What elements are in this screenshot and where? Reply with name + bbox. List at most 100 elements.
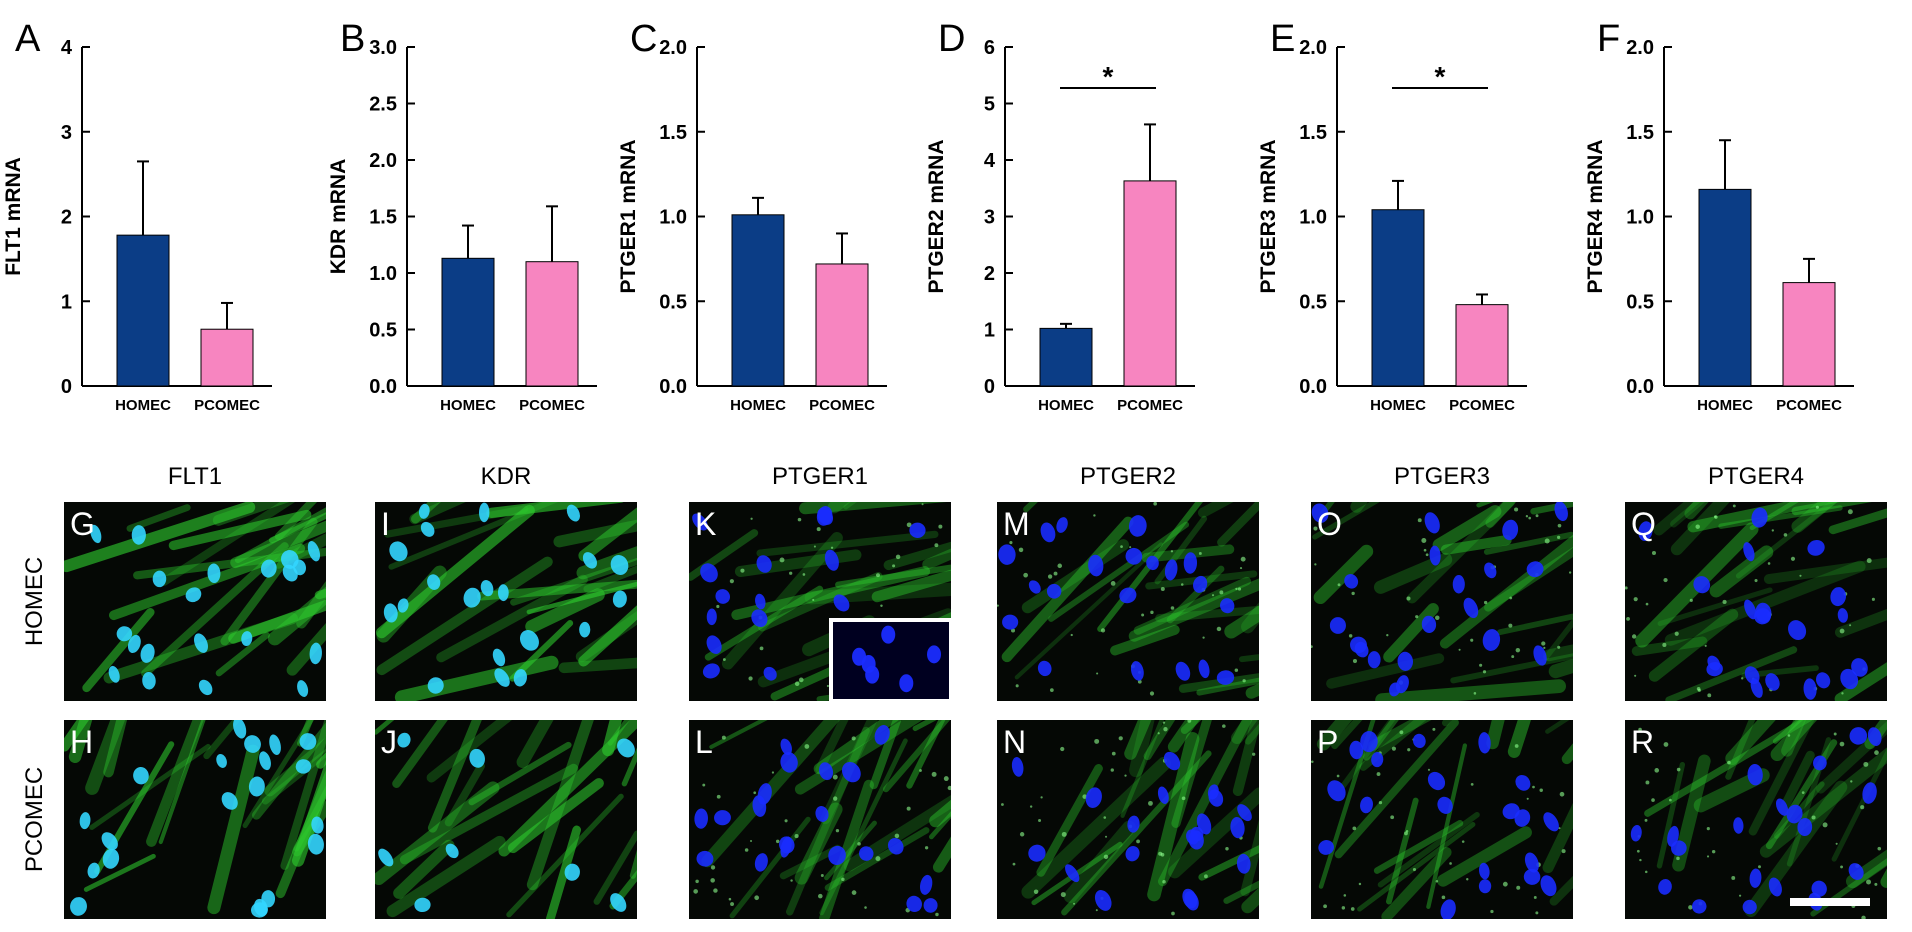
cell-nucleus: [1040, 522, 1056, 543]
stain-speckle: [1323, 904, 1327, 909]
cell-fiber: [1063, 820, 1136, 903]
cell-fiber: [1748, 720, 1815, 836]
y-axis-label: KDR mRNA: [327, 159, 350, 275]
cell-nucleus: [233, 720, 247, 739]
cell-nucleus: [1427, 771, 1446, 791]
cell-fiber: [376, 556, 553, 676]
cell-fiber: [1224, 605, 1259, 639]
stain-speckle: [906, 806, 911, 811]
cell-nucleus: [1788, 620, 1807, 641]
stain-speckle: [1427, 768, 1431, 771]
cell-fiber: [1129, 720, 1155, 778]
cell-fiber: [1377, 811, 1480, 888]
cell-nucleus: [1237, 804, 1252, 822]
column-label: PTGER2: [1080, 463, 1176, 490]
stain-speckle: [1096, 672, 1099, 675]
cell-nucleus: [1360, 730, 1378, 753]
stain-speckle: [1790, 556, 1796, 561]
cell-fiber: [230, 520, 326, 569]
cell-nucleus: [1186, 829, 1199, 845]
stain-speckle: [812, 598, 815, 602]
stain-speckle: [921, 503, 924, 506]
stain-speckle: [716, 794, 721, 799]
stain-speckle: [1787, 734, 1791, 737]
x-tick-label: PCOMEC: [194, 397, 260, 414]
panel-letter: R: [1631, 724, 1654, 760]
cell-fiber: [1791, 502, 1838, 533]
micrograph-m: [997, 502, 1259, 701]
chart-panel-d: D 0 1 2 3 4 5 6 PTGER2 mRNA HOMEC PCOMEC *: [925, 18, 1195, 414]
cell-fiber: [286, 623, 326, 676]
stain-speckle: [1516, 885, 1521, 890]
stain-speckle: [1407, 748, 1411, 752]
cell-fiber: [1406, 502, 1515, 604]
cell-nucleus: [833, 594, 850, 612]
cell-nucleus: [251, 902, 268, 918]
cell-fiber: [1014, 542, 1164, 680]
stain-speckle: [1490, 909, 1494, 914]
cell-nucleus: [1706, 661, 1723, 677]
cell-fiber: [843, 794, 951, 872]
panel-letter: L: [695, 724, 713, 760]
cell-nucleus: [101, 832, 118, 851]
y-tick-label: 0: [984, 376, 995, 398]
cell-nucleus: [1182, 888, 1198, 909]
stain-speckle: [779, 557, 785, 563]
stain-speckle: [1466, 878, 1469, 881]
cell-nucleus: [1543, 812, 1559, 832]
cell-fiber: [1543, 618, 1573, 661]
stain-speckle: [1015, 684, 1019, 688]
stain-speckle: [1105, 835, 1108, 838]
stain-speckle: [947, 785, 951, 791]
cell-fiber: [168, 509, 312, 551]
cell-fiber: [220, 517, 318, 646]
panel-letter: D: [938, 18, 965, 60]
micrograph-r: [1625, 720, 1887, 919]
cell-fiber: [444, 762, 485, 827]
stain-speckle: [794, 834, 799, 839]
stain-speckle: [1509, 596, 1513, 600]
cell-fiber: [498, 720, 637, 857]
y-tick-label: 0.5: [659, 291, 687, 313]
stain-speckle: [1149, 691, 1155, 696]
stain-speckle: [693, 889, 698, 894]
cell-fiber: [1133, 576, 1252, 635]
cell-fiber: [553, 519, 637, 548]
cell-nucleus: [780, 752, 798, 773]
stain-speckle: [1731, 876, 1736, 880]
stain-speckle: [931, 771, 937, 777]
stain-speckle: [1822, 822, 1828, 828]
significance-marker: *: [1435, 61, 1446, 92]
stain-speckle: [1404, 831, 1408, 836]
stain-speckle: [1358, 882, 1362, 886]
cell-fiber: [234, 507, 326, 564]
stain-speckle: [1352, 659, 1358, 664]
stain-speckle: [1225, 847, 1229, 851]
stain-speckle: [1011, 628, 1016, 633]
cell-fiber: [1687, 502, 1841, 533]
stain-speckle: [875, 856, 881, 862]
cell-fiber: [1770, 720, 1818, 762]
cell-nucleus: [610, 893, 627, 912]
cell-nucleus: [617, 738, 635, 758]
stain-speckle: [798, 677, 804, 683]
cell-nucleus: [1514, 809, 1531, 827]
panel-letter: H: [70, 724, 93, 760]
stain-speckle: [1645, 780, 1650, 785]
bar-pcomec: [1455, 304, 1509, 387]
stain-speckle: [1311, 760, 1314, 764]
stain-speckle: [1801, 791, 1805, 795]
cell-nucleus: [1811, 880, 1827, 897]
cell-nucleus: [307, 541, 321, 562]
cell-fiber: [133, 547, 326, 580]
cell-nucleus: [1028, 580, 1041, 594]
stain-speckle: [1337, 583, 1341, 587]
cell-fiber: [929, 799, 951, 828]
stain-speckle: [1311, 645, 1313, 648]
cell-nucleus: [260, 559, 277, 578]
cell-fiber: [297, 720, 314, 747]
cell-nucleus: [519, 630, 539, 651]
stain-speckle: [1706, 827, 1710, 831]
stain-speckle: [1633, 597, 1638, 602]
y-tick-label: 0.0: [1626, 376, 1654, 398]
